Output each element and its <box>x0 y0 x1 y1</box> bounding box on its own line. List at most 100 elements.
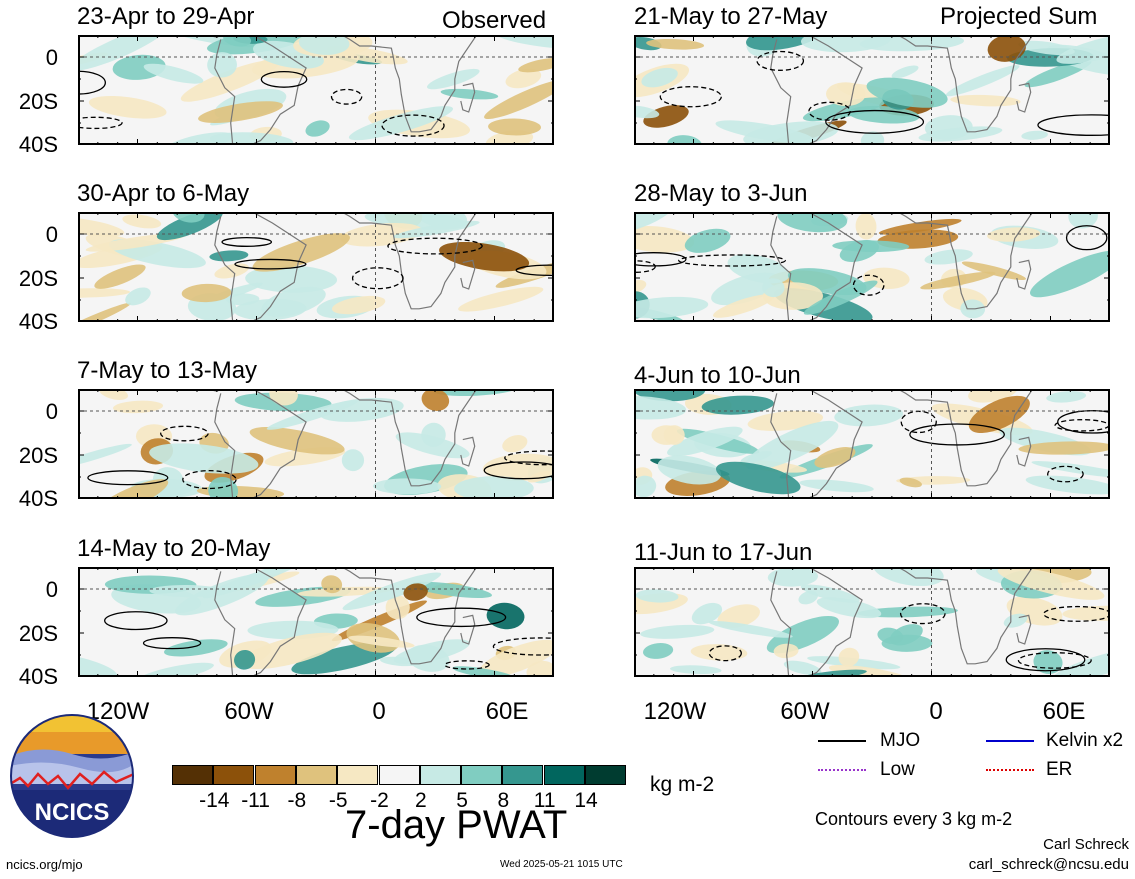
pwat-anomaly-blob <box>961 261 1027 281</box>
colorbar-tick-label: -8 <box>287 789 307 812</box>
pwat-anomaly-blob <box>762 278 785 298</box>
pwat-anomaly-blob <box>249 427 345 455</box>
map-panel-proj-3 <box>634 389 1110 499</box>
mjo-contour <box>142 637 202 650</box>
colorbar-swatch <box>461 765 503 785</box>
pwat-anomaly-blob <box>640 624 715 639</box>
pwat-anomaly-blob <box>137 662 214 677</box>
colorbar-unit: kg m-2 <box>650 773 715 796</box>
mjo-contour <box>1017 652 1092 669</box>
pwat-anomaly-blob <box>78 216 125 237</box>
mjo-contour <box>634 252 687 267</box>
pwat-anomaly-blob <box>684 228 731 253</box>
coastline <box>214 567 307 677</box>
coastline <box>770 35 863 145</box>
pwat-anomaly-blob <box>502 435 528 453</box>
low-legend-label: Low <box>880 759 915 780</box>
colorbar-tick-label: 2 <box>414 789 427 812</box>
panel-title-obs-2: 30-Apr to 6-May <box>77 180 250 207</box>
map-panel-obs-3 <box>78 389 554 499</box>
coastline <box>897 35 1034 133</box>
pwat-anomaly-blob <box>777 212 848 233</box>
coastline <box>214 35 307 145</box>
pwat-anomaly-blob <box>207 52 237 78</box>
pwat-anomaly-blob <box>395 432 470 459</box>
observed-label: Observed <box>442 7 547 34</box>
pwat-anomaly-blob <box>410 581 492 599</box>
mjo-contour <box>87 470 169 486</box>
colorbar-tick-label: 5 <box>456 789 468 812</box>
low-legend-line <box>818 769 866 771</box>
pwat-anomaly-blob <box>234 298 307 321</box>
coastline <box>341 389 478 487</box>
mjo-contour <box>387 237 483 255</box>
map-panel-proj-2 <box>634 212 1110 322</box>
pwat-anomaly-blob <box>1046 391 1087 403</box>
map-panel-obs-1 <box>78 35 554 145</box>
pwat-anomaly-blob <box>767 567 819 587</box>
ncics-logo: NCICS <box>10 714 134 838</box>
colorbar-swatch <box>502 765 544 785</box>
pwat-anomaly-blob <box>773 643 799 659</box>
lat-label-0: 0 <box>45 577 58 602</box>
mjo-contour <box>515 264 554 277</box>
lat-label-40s: 40S <box>18 486 58 511</box>
pwat-anomaly-blob <box>484 79 554 120</box>
pwat-anomaly-blob <box>641 67 678 88</box>
lat-label-20s: 20S <box>18 89 58 114</box>
colorbar-tick-label: 8 <box>497 789 510 812</box>
map-panel-proj-1 <box>634 35 1110 145</box>
coastline <box>214 212 307 322</box>
pwat-anomaly-blob <box>634 475 657 498</box>
colorbar-tick-label: -5 <box>328 789 348 812</box>
pwat-anomaly-blob <box>269 389 298 406</box>
pwat-anomaly-blob <box>634 212 677 235</box>
panel-title-proj-4: 11-Jun to 17-Jun <box>634 539 813 566</box>
pwat-anomaly-blob <box>745 420 839 471</box>
mjo-contour <box>899 603 946 625</box>
pwat-anomaly-blob <box>950 94 1021 107</box>
coastline <box>460 436 476 467</box>
pwat-anomaly-blob <box>164 639 228 657</box>
pwat-anomaly-blob <box>373 478 442 495</box>
kelvin-legend-label: Kelvin x2 <box>1046 730 1124 751</box>
mjo-contour <box>678 254 786 267</box>
kelvin-legend-line <box>986 740 1034 742</box>
coastline <box>214 389 307 499</box>
lon-label-60e: 60E <box>485 698 529 725</box>
mjo-contour <box>351 267 404 290</box>
pwat-anomaly-blob <box>505 68 542 89</box>
pwat-anomaly-blob <box>866 77 948 108</box>
pwat-anomaly-blob <box>857 606 958 618</box>
pwat-anomaly-blob <box>458 286 544 312</box>
pwat-anomaly-blob <box>482 453 554 482</box>
panel-title-obs-3: 7-May to 13-May <box>77 357 258 384</box>
er-legend-label: ER <box>1046 759 1073 780</box>
colorbar-tick-label: -14 <box>199 789 230 812</box>
colorbar-swatch <box>213 765 255 785</box>
site-link[interactable]: ncics.org/mjo <box>6 857 83 872</box>
mjo-contour <box>1043 605 1110 622</box>
pwat-anomaly-blob <box>403 583 428 601</box>
colorbar-swatch <box>295 765 337 785</box>
pwat-anomaly-blob <box>478 639 554 677</box>
mjo-contour <box>221 237 273 247</box>
pwat-anomaly-blob <box>94 264 146 289</box>
lon-label-0: 0 <box>372 698 386 725</box>
panel-title-proj-3: 4-Jun to 10-Jun <box>634 362 801 389</box>
pwat-anomaly-blob <box>454 476 534 499</box>
colorbar-tick-label: 11 <box>533 789 556 812</box>
pwat-anomaly-blob <box>878 218 962 235</box>
coastline <box>341 35 478 133</box>
pwat-anomaly-blob <box>920 271 996 290</box>
coastline <box>770 212 863 322</box>
pwat-anomaly-blob <box>800 35 891 53</box>
chart-title: 7-day PWAT <box>345 803 568 847</box>
lon-label-60w: 60W <box>224 698 274 725</box>
pwat-anomaly-blob <box>1030 250 1110 298</box>
pwat-anomaly-blob <box>1051 648 1110 677</box>
lon-label-60e: 60E <box>1042 698 1086 725</box>
pwat-anomaly-blob <box>348 106 454 141</box>
mjo-contour <box>909 423 1005 446</box>
mjo-contour <box>1005 648 1086 672</box>
